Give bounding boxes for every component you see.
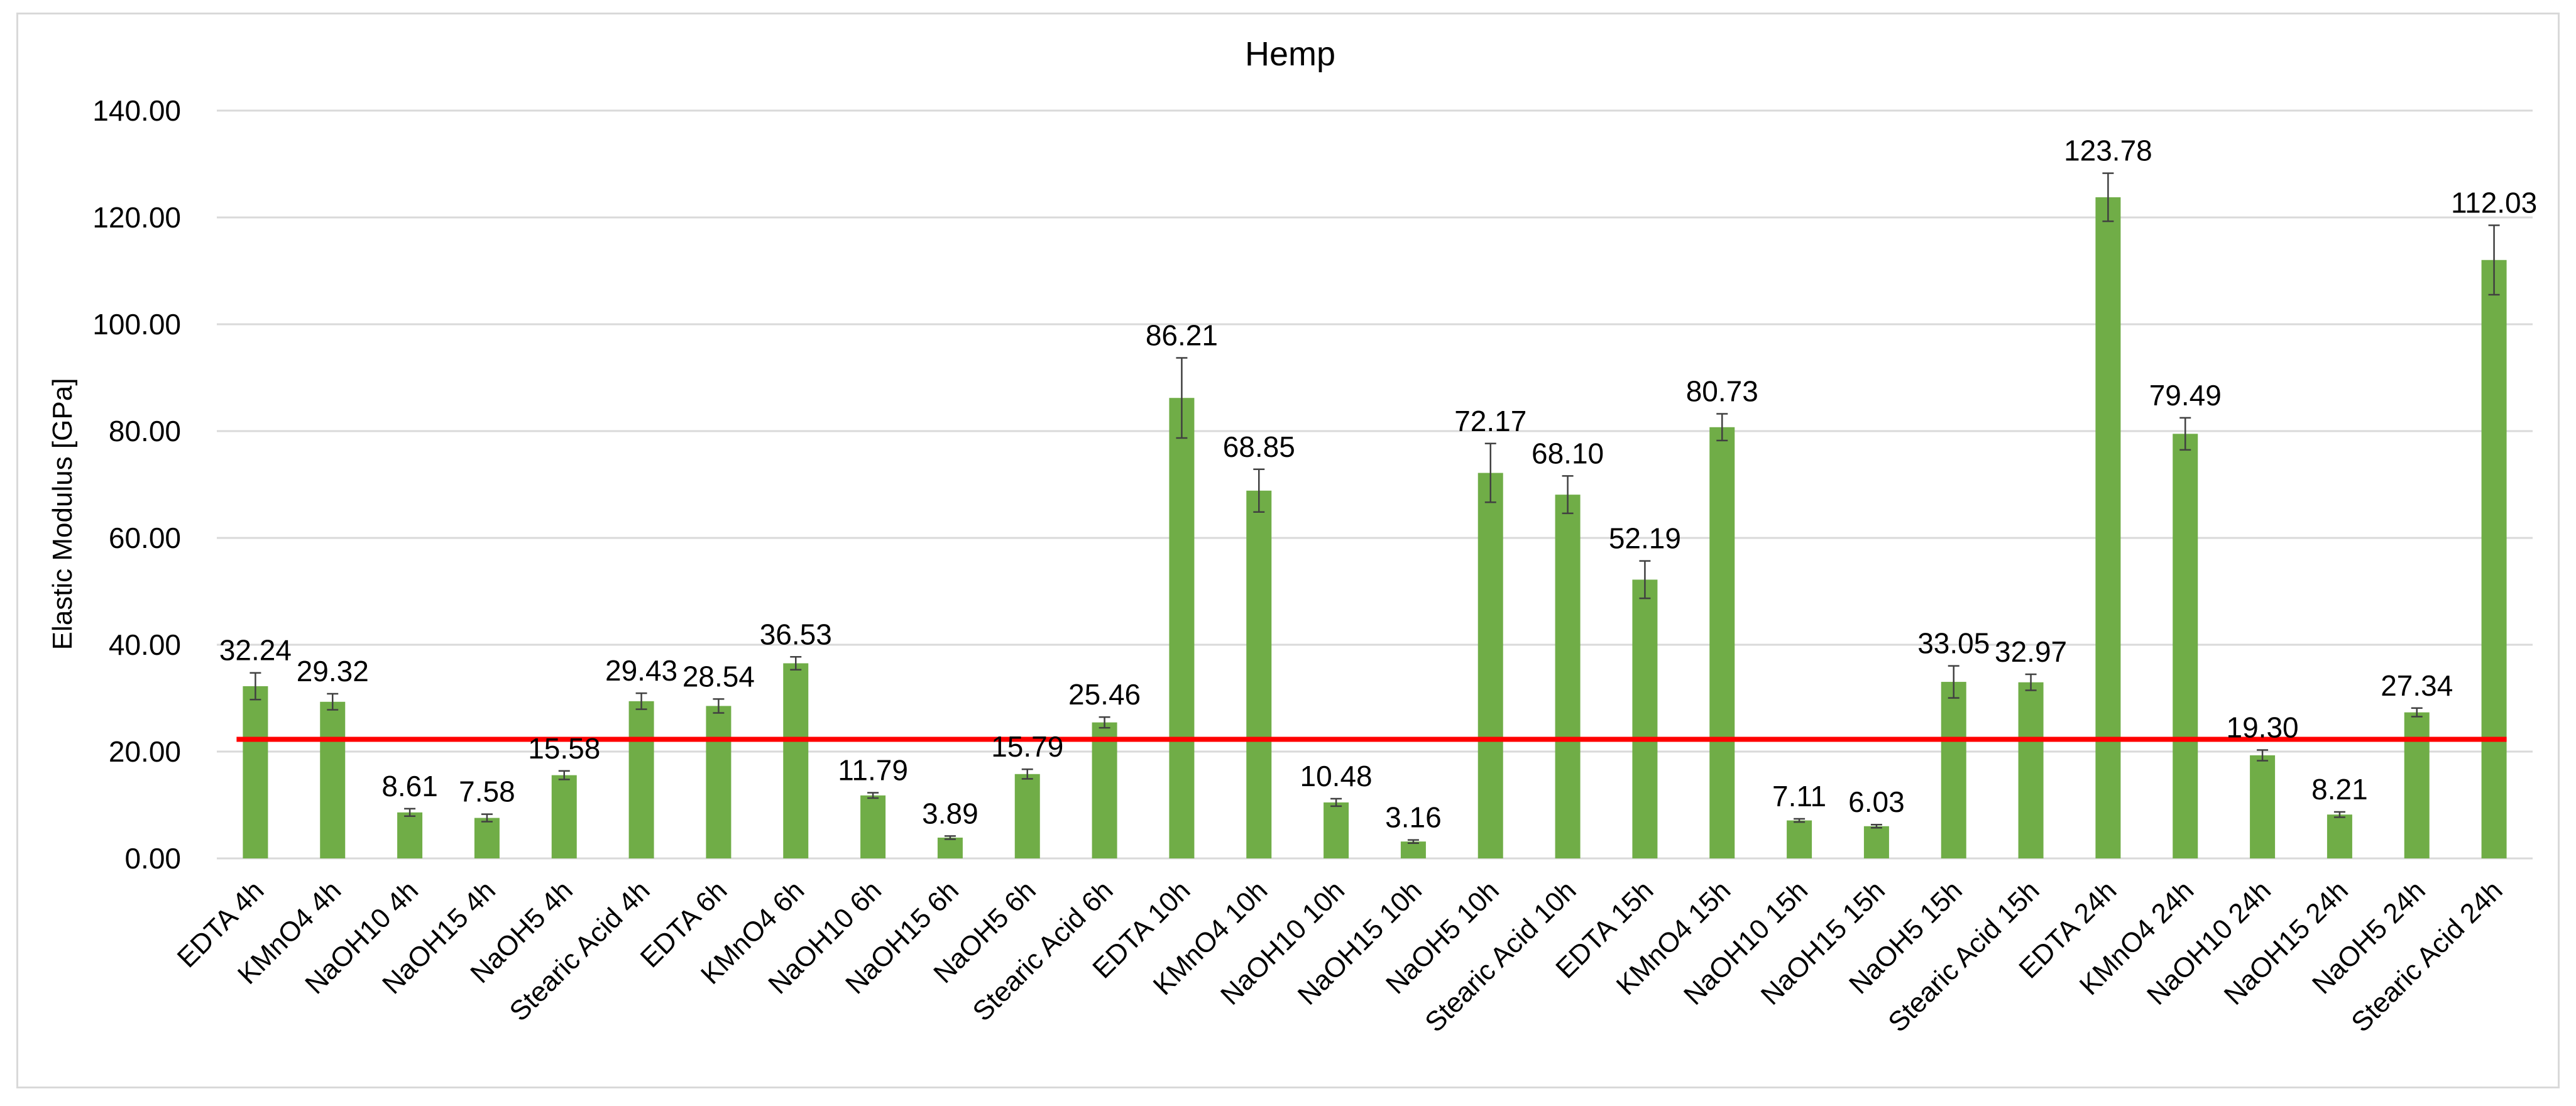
bar — [628, 701, 654, 858]
data-label: 68.10 — [1532, 437, 1604, 469]
bars — [243, 197, 2507, 858]
data-label: 6.03 — [1848, 786, 1905, 818]
bar — [551, 775, 577, 858]
chart-frame — [16, 13, 2560, 1088]
bar — [1709, 427, 1735, 858]
category-label: Stearic Acid 6h — [967, 875, 1119, 1027]
bar — [1169, 398, 1195, 858]
chart-title: Hemp — [1245, 35, 1335, 73]
data-label: 8.21 — [2311, 773, 2368, 806]
data-label: 11.79 — [838, 754, 908, 787]
bar — [397, 812, 423, 858]
data-label: 32.24 — [219, 634, 292, 667]
category-label: Stearic Acid 4h — [503, 875, 655, 1027]
data-label: 33.05 — [1917, 627, 1990, 660]
data-label: 7.58 — [459, 775, 515, 808]
data-label: 15.58 — [528, 732, 600, 765]
data-label: 68.85 — [1223, 430, 1295, 463]
data-label: 80.73 — [1686, 375, 1758, 408]
data-label: 28.54 — [682, 660, 755, 693]
y-axis-title: Elastic Modulus [GPa] — [47, 378, 78, 650]
data-label: 112.03 — [2451, 186, 2537, 219]
y-axis-ticks: 0.00 20.00 40.00 60.00 80.00 100.00 120.00 140.… — [92, 94, 181, 875]
y-tick-label: 100.00 — [92, 308, 181, 341]
y-tick-label: 40.00 — [109, 628, 181, 661]
bar — [937, 837, 963, 858]
bar — [1400, 841, 1426, 858]
data-label: 29.43 — [605, 654, 677, 687]
bar — [1246, 490, 1272, 858]
bar — [783, 663, 809, 858]
bar — [243, 686, 268, 858]
bar — [2173, 434, 2198, 858]
bar — [2327, 814, 2352, 858]
data-label: 79.49 — [2149, 379, 2222, 412]
data-label: 10.48 — [1300, 760, 1373, 792]
data-label: 72.17 — [1454, 405, 1526, 437]
bar — [1941, 682, 1966, 858]
bar — [1555, 495, 1581, 858]
data-label: 52.19 — [1609, 522, 1681, 555]
bar — [2018, 682, 2044, 858]
data-label: 32.97 — [1995, 635, 2067, 668]
bar — [1014, 774, 1040, 858]
data-label: 3.89 — [922, 797, 978, 830]
bar — [2095, 197, 2121, 858]
bar — [2250, 755, 2276, 858]
data-label: 8.61 — [381, 770, 438, 802]
y-tick-label: 20.00 — [109, 735, 181, 768]
bar — [1863, 826, 1889, 858]
data-label: 27.34 — [2381, 669, 2453, 702]
y-tick-label: 120.00 — [92, 201, 181, 234]
data-label: 7.11 — [1772, 780, 1826, 813]
data-label: 3.16 — [1385, 801, 1442, 834]
bar — [2404, 712, 2430, 858]
y-tick-label: 80.00 — [109, 415, 181, 447]
data-label: 15.79 — [991, 730, 1063, 763]
y-tick-label: 60.00 — [109, 522, 181, 554]
data-label: 25.46 — [1068, 678, 1141, 711]
data-label: 19.30 — [2227, 711, 2299, 743]
bar — [1477, 473, 1503, 858]
bar — [706, 706, 732, 858]
bar — [2481, 260, 2507, 858]
y-tick-label: 0.00 — [124, 842, 181, 875]
bar — [1324, 802, 1349, 858]
gridlines — [217, 109, 2533, 860]
bar — [860, 795, 886, 858]
bar — [320, 701, 346, 858]
data-label: 86.21 — [1146, 319, 1218, 351]
bar — [1787, 820, 1812, 858]
bar — [1092, 722, 1117, 858]
bar — [474, 818, 500, 858]
data-label: 29.32 — [297, 655, 369, 687]
error-bars — [249, 172, 2500, 844]
data-label: 36.53 — [760, 618, 832, 650]
bar — [1632, 579, 1658, 858]
data-label: 123.78 — [2064, 134, 2152, 167]
y-tick-label: 140.00 — [92, 94, 181, 127]
